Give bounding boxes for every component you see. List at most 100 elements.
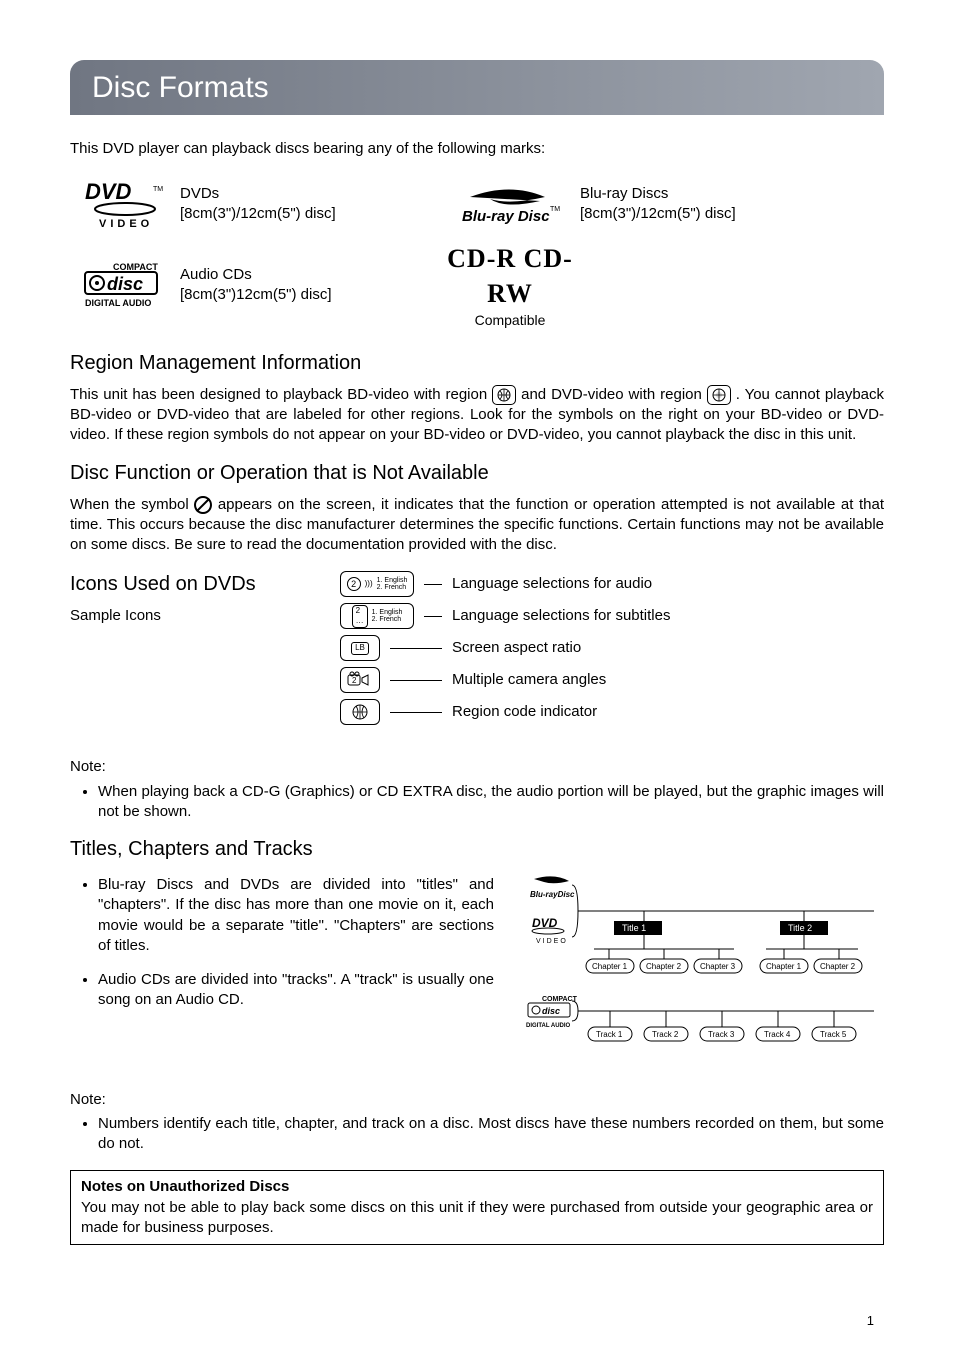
icon-row-region: Region code indicator [340,699,884,725]
tct-wrap: Blu-ray Discs and DVDs are divided into … [70,871,884,1064]
svg-text:COMPACT: COMPACT [113,262,158,272]
angles-icon: 2 [340,667,380,693]
region-code-label: Region code indicator [452,702,597,722]
leader [390,648,442,649]
svg-text:COMPACT: COMPACT [542,996,578,1003]
svg-text:DIGITAL AUDIO: DIGITAL AUDIO [526,1023,571,1029]
notavail-body: When the symbol appears on the screen, i… [70,495,884,556]
region-body: This unit has been designed to playback … [70,385,884,446]
region-body-b: and DVD-video with region [521,386,707,403]
region-icon-a [492,385,516,405]
note1-list: When playing back a CD-G (Graphics) or C… [70,782,884,823]
svg-text:TM: TM [153,186,163,193]
intro-text: This DVD player can playback discs beari… [70,139,884,159]
note1-head: Note: [70,757,884,777]
leader [424,616,442,617]
region-code-icon [340,699,380,725]
audio-langs: 1. English2. French [377,577,408,591]
region-heading: Region Management Information [70,350,884,377]
svg-text:Title 2: Title 2 [788,923,812,933]
bluray-logo: Blu-ray Disc TM [440,177,580,231]
tct-bullet1: Blu-ray Discs and DVDs are divided into … [98,875,494,956]
subtitle-label: Language selections for subtitles [452,606,670,626]
leader [390,680,442,681]
icons-right: 2 ))) 1. English2. French Language selec… [340,571,884,731]
subtitle-langs: 1. English2. French [372,609,403,623]
region-body-a: This unit has been designed to playback … [70,386,492,403]
prohibit-icon [194,496,212,514]
svg-text:VIDEO: VIDEO [99,218,153,230]
page-number: 1 [867,1312,874,1330]
svg-text:Track 5: Track 5 [820,1030,847,1039]
leader [390,712,442,713]
note2-bullet: Numbers identify each title, chapter, an… [98,1114,884,1155]
cd-sub: [8cm(3")12cm(5") disc] [180,285,440,305]
bluray-label-cell: Blu-ray Discs [8cm(3")/12cm(5") disc] [580,184,840,225]
svg-text:Track 2: Track 2 [652,1030,679,1039]
formats-grid: DVD VIDEO TM DVDs [8cm(3")/12cm(5") disc… [70,177,884,330]
page-title: Disc Formats [92,68,862,109]
audio-icon: 2 ))) 1. English2. French [340,571,414,597]
icons-sub: Sample Icons [70,606,300,626]
cdr-logo: CD-R CD-RW Compatible [440,241,580,330]
cdr-sub: Compatible [475,311,546,330]
svg-text:Blu-rayDisc: Blu-rayDisc [530,890,575,899]
bluray-label: Blu-ray Discs [580,184,840,204]
svg-text:disc: disc [107,274,143,294]
svg-text:Chapter 2: Chapter 2 [820,962,856,971]
leader [424,584,442,585]
svg-text:disc: disc [542,1006,560,1016]
note2-list: Numbers identify each title, chapter, an… [70,1114,884,1155]
dvd-logo: DVD VIDEO TM [70,177,180,231]
svg-text:VIDEO: VIDEO [536,938,568,945]
icon-row-subtitle: 2… 1. English2. French Language selectio… [340,603,884,629]
dvd-label: DVDs [180,184,440,204]
svg-text:Chapter 3: Chapter 3 [700,962,736,971]
aspect-icon: LB [340,635,380,661]
svg-text:Blu-ray Disc: Blu-ray Disc [462,208,550,225]
cdr-label: CD-R CD-RW [440,241,580,311]
cd-label-cell: Audio CDs [8cm(3")12cm(5") disc] [180,265,440,306]
boxed-head: Notes on Unauthorized Discs [81,1177,873,1197]
boxed-note: Notes on Unauthorized Discs You may not … [70,1170,884,1245]
icon-row-aspect: LB Screen aspect ratio [340,635,884,661]
svg-text:Chapter 1: Chapter 1 [766,962,802,971]
lb-text: LB [351,642,369,655]
note2-head: Note: [70,1090,884,1110]
region-icon-b [707,385,731,405]
tct-list: Blu-ray Discs and DVDs are divided into … [70,875,494,1011]
icons-heading: Icons Used on DVDs [70,571,300,598]
title-bar: Disc Formats [70,60,884,115]
icons-section: Icons Used on DVDs Sample Icons 2 ))) 1.… [70,571,884,731]
cd-logo: COMPACT disc DIGITAL AUDIO [70,258,180,312]
tct-left: Blu-ray Discs and DVDs are divided into … [70,871,494,1064]
icon-row-audio: 2 ))) 1. English2. French Language selec… [340,571,884,597]
svg-text:Title 1: Title 1 [622,923,646,933]
audio-label: Language selections for audio [452,574,652,594]
icon-row-angles: 2 Multiple camera angles [340,667,884,693]
svg-text:2: 2 [352,676,357,685]
svg-text:DVD: DVD [85,179,132,204]
title-chapter-diagram: Blu-rayDisc DVD VIDEO Title 1 Title 2 Ch… [514,871,884,981]
svg-text:Track 1: Track 1 [596,1030,623,1039]
note1-bullet: When playing back a CD-G (Graphics) or C… [98,782,884,823]
track-diagram: COMPACT disc DIGITAL AUDIO Track 1 Track… [514,987,884,1057]
bluray-sub: [8cm(3")/12cm(5") disc] [580,204,840,224]
svg-text:DIGITAL AUDIO: DIGITAL AUDIO [85,298,151,308]
tct-right: Blu-rayDisc DVD VIDEO Title 1 Title 2 Ch… [514,871,884,1064]
svg-text:Track 3: Track 3 [708,1030,735,1039]
boxed-body: You may not be able to play back some di… [81,1198,873,1239]
aspect-label: Screen aspect ratio [452,638,581,658]
tct-heading: Titles, Chapters and Tracks [70,836,884,863]
svg-text:TM: TM [550,206,560,213]
cd-label: Audio CDs [180,265,440,285]
tct-bullet2: Audio CDs are divided into "tracks". A "… [98,970,494,1011]
subtitle-icon: 2… 1. English2. French [340,603,414,629]
dvd-label-cell: DVDs [8cm(3")/12cm(5") disc] [180,184,440,225]
notavail-body-a: When the symbol [70,496,194,513]
notavail-heading: Disc Function or Operation that is Not A… [70,460,884,487]
svg-text:Chapter 1: Chapter 1 [592,962,628,971]
dvd-sub: [8cm(3")/12cm(5") disc] [180,204,440,224]
angles-label: Multiple camera angles [452,670,606,690]
svg-text:Chapter 2: Chapter 2 [646,962,682,971]
